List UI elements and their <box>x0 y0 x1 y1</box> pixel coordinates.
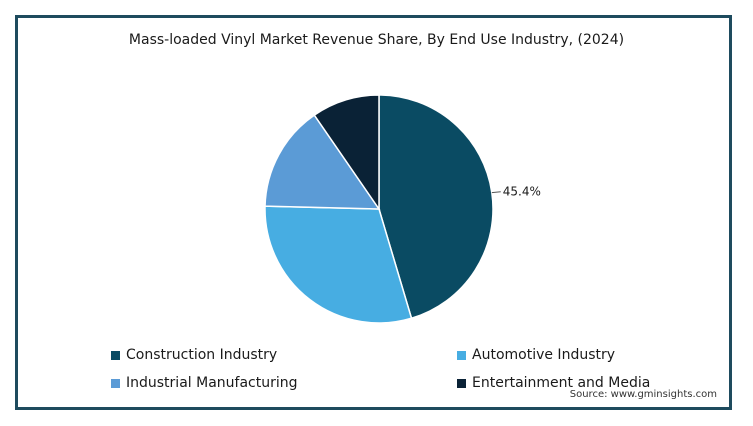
legend-label: Construction Industry <box>126 347 278 363</box>
legend-label: Automotive Industry <box>472 347 616 363</box>
legend-label: Industrial Manufacturing <box>126 375 298 391</box>
pie-slice-3 <box>313 94 380 212</box>
pie-slice-2 <box>264 114 381 210</box>
legend-swatch <box>457 378 466 388</box>
legend-label: Entertainment and Media <box>472 375 651 391</box>
data-label: 45.4% <box>503 185 541 199</box>
legend-swatch <box>111 350 120 360</box>
legend-item-entertainment: Entertainment and Media <box>457 375 650 391</box>
legend-swatch <box>457 350 466 360</box>
legend-item-construction: Construction Industry <box>111 347 277 363</box>
legend-item-automotive: Automotive Industry <box>457 347 615 363</box>
pie-slice-1 <box>264 205 413 324</box>
chart-title: Mass-loaded Vinyl Market Revenue Share, … <box>128 32 625 48</box>
source-note: Source: www.gminsights.com <box>569 389 717 400</box>
legend-item-industrial: Industrial Manufacturing <box>111 375 298 391</box>
pie-slice-0 <box>378 94 494 320</box>
data-label-leader <box>491 191 501 194</box>
legend-swatch <box>111 378 120 388</box>
